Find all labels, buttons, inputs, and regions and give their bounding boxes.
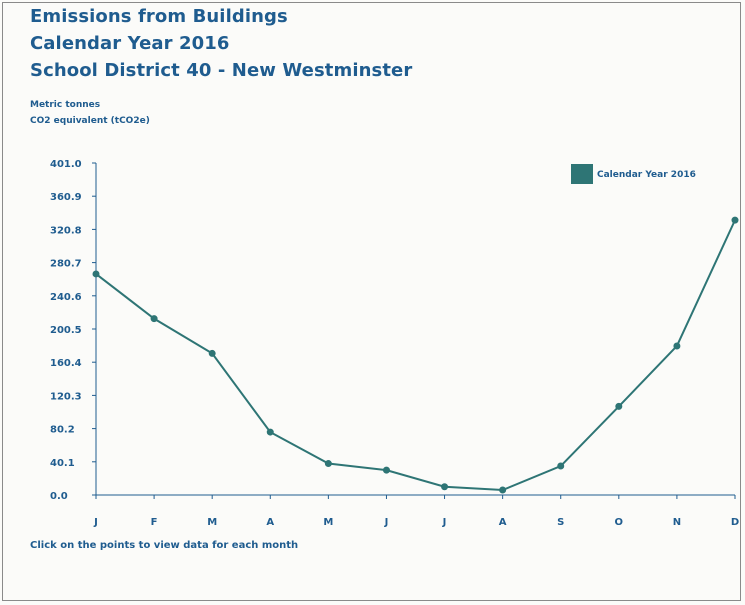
page-subtitle-year: Calendar Year 2016 [30,33,230,54]
series-line [95,219,736,492]
x-tick-label: F [151,517,158,528]
page-subtitle-district: School District 40 - New Westminster [30,60,413,81]
y-tick-label: 200.5 [50,325,82,336]
y-tick-label: 360.9 [50,192,82,203]
footnote-instruction: Click on the points to view data for eac… [30,540,299,551]
data-point[interactable] [324,460,332,468]
data-point[interactable] [499,486,507,494]
x-tick-label: M [207,517,217,528]
x-tick-label: D [731,517,739,528]
x-tick-label: J [93,517,98,528]
data-point[interactable] [673,342,681,350]
y-axis-unit-label: Metric tonnes [30,100,101,110]
y-tick-label: 320.8 [50,225,82,236]
data-point[interactable] [441,483,449,491]
y-tick-label: 280.7 [50,259,82,270]
y-tick-label: 120.3 [50,391,82,402]
x-tick-label: A [266,517,274,528]
data-point[interactable] [266,428,274,436]
y-tick-label: 40.1 [50,458,75,469]
x-tick-label: O [615,517,624,528]
legend-label: Calendar Year 2016 [597,170,696,180]
legend-swatch [571,164,593,184]
y-tick-label: 240.6 [50,292,82,303]
y-axis-unit-sublabel: CO2 equivalent (tCO2e) [30,116,150,126]
data-point[interactable] [557,462,565,470]
y-tick-label: 0.0 [50,491,68,502]
data-point[interactable] [150,315,158,323]
y-tick-label: 160.4 [50,358,82,369]
x-tick-label: S [557,517,564,528]
x-tick-label: A [499,517,507,528]
data-point[interactable] [92,270,100,278]
y-tick-label: 80.2 [50,425,75,436]
page-title: Emissions from Buildings [30,6,288,27]
x-tick-label: J [442,517,447,528]
x-tick-label: J [384,517,389,528]
data-point[interactable] [382,466,390,474]
y-tick-label: 401.0 [50,159,82,170]
x-tick-label: M [323,517,333,528]
data-point[interactable] [731,216,739,224]
data-point[interactable] [208,349,216,357]
x-tick-label: N [673,517,681,528]
data-point[interactable] [615,402,623,410]
